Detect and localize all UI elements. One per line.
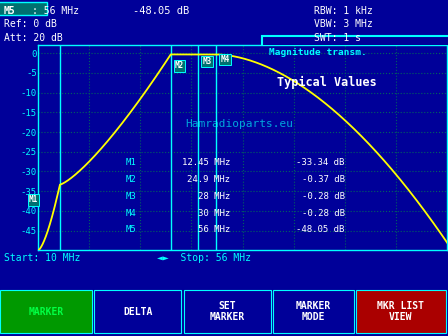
Text: M5: M5 (4, 6, 15, 15)
Text: M3: M3 (126, 192, 137, 201)
Text: MKR LIST
VIEW: MKR LIST VIEW (378, 301, 424, 323)
Text: Att: 20 dB: Att: 20 dB (4, 33, 63, 43)
Text: M5: M5 (126, 225, 137, 235)
Text: -0.28 dB: -0.28 dB (302, 209, 345, 218)
Text: : 56 MHz: : 56 MHz (32, 6, 79, 15)
Text: Typical Values: Typical Values (277, 76, 377, 89)
Text: M1: M1 (29, 196, 38, 204)
Text: 30 MHz: 30 MHz (198, 209, 230, 218)
Text: M1: M1 (126, 158, 137, 167)
FancyBboxPatch shape (184, 290, 271, 333)
Text: -33.34 dB: -33.34 dB (297, 158, 345, 167)
FancyBboxPatch shape (262, 36, 448, 62)
Text: SET
MARKER: SET MARKER (210, 301, 245, 323)
Text: M2: M2 (126, 175, 137, 184)
Text: MARKER: MARKER (28, 307, 64, 317)
Text: 12.45 MHz: 12.45 MHz (182, 158, 230, 167)
Text: M4: M4 (126, 209, 137, 218)
Text: SWT: 1 s: SWT: 1 s (314, 33, 361, 43)
Text: DELTA: DELTA (123, 307, 152, 317)
Text: -0.28 dB: -0.28 dB (302, 192, 345, 201)
Text: VBW: 3 MHz: VBW: 3 MHz (314, 19, 372, 29)
Text: Magnitude transm.: Magnitude transm. (269, 48, 366, 57)
FancyBboxPatch shape (0, 290, 92, 333)
Text: 56 MHz: 56 MHz (198, 225, 230, 235)
FancyBboxPatch shape (0, 2, 47, 15)
Text: -48.05 dB: -48.05 dB (133, 6, 190, 15)
Text: Ref: 0 dB: Ref: 0 dB (4, 19, 57, 29)
FancyBboxPatch shape (356, 290, 446, 333)
FancyBboxPatch shape (273, 290, 354, 333)
Text: M2: M2 (175, 61, 184, 71)
Text: MARKER
MODE: MARKER MODE (296, 301, 331, 323)
Text: M3: M3 (202, 57, 212, 66)
FancyBboxPatch shape (94, 290, 181, 333)
Text: Hamradioparts.eu: Hamradioparts.eu (185, 119, 293, 129)
Text: 28 MHz: 28 MHz (198, 192, 230, 201)
Text: -0.37 dB: -0.37 dB (302, 175, 345, 184)
Text: Start: 10 MHz: Start: 10 MHz (4, 253, 81, 263)
Text: 24.9 MHz: 24.9 MHz (187, 175, 230, 184)
Text: M4: M4 (220, 55, 230, 64)
Text: ◄►  Stop: 56 MHz: ◄► Stop: 56 MHz (157, 253, 251, 263)
Text: RBW: 1 kHz: RBW: 1 kHz (314, 6, 372, 15)
Text: -48.05 dB: -48.05 dB (297, 225, 345, 235)
